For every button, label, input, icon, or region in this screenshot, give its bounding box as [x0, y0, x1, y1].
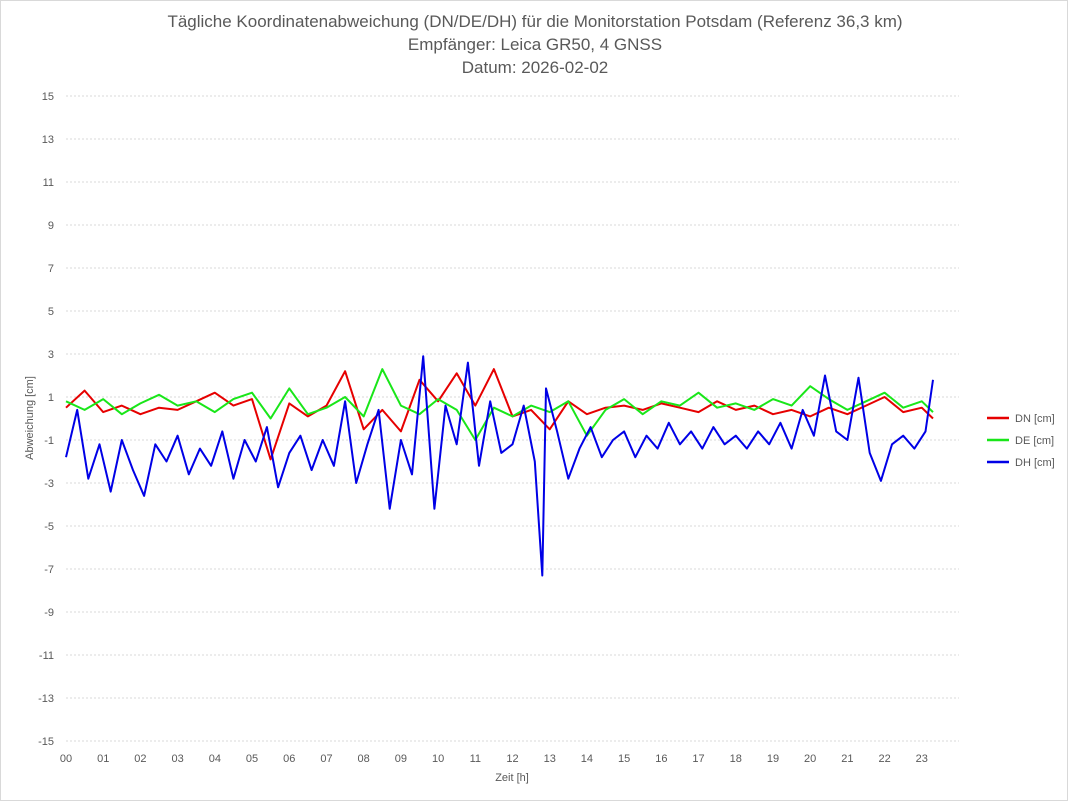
x-tick-label: 13: [544, 753, 556, 765]
x-tick-label: 12: [506, 753, 518, 765]
x-tick-label: 05: [246, 753, 258, 765]
series-line-2: [65, 355, 934, 577]
series-line-0: [65, 368, 934, 461]
x-tick-label: 21: [841, 753, 853, 765]
y-tick-label: -15: [38, 736, 54, 748]
series-line-1: [65, 368, 934, 441]
legend-label-0: DN [cm]: [1015, 413, 1055, 425]
x-tick-label: 11: [470, 753, 481, 765]
y-tick-label: 5: [48, 306, 54, 318]
y-axis-label: Abweichung [cm]: [24, 376, 36, 460]
y-tick-label: -7: [44, 564, 54, 576]
x-tick-label: 01: [97, 753, 109, 765]
y-tick-label: 13: [42, 134, 54, 146]
x-tick-label: 04: [209, 753, 221, 765]
x-tick-label: 16: [655, 753, 667, 765]
legend-label-2: DH [cm]: [1015, 457, 1055, 469]
x-tick-label: 14: [581, 753, 593, 765]
y-tick-label: 7: [48, 263, 54, 275]
y-tick-label: -9: [44, 607, 54, 619]
chart-title-line-3: Datum: 2026-02-02: [461, 58, 609, 77]
y-tick-label: -3: [44, 478, 54, 490]
y-tick-label: 1: [48, 392, 54, 404]
x-tick-label: 19: [767, 753, 779, 765]
x-tick-label: 08: [358, 753, 370, 765]
x-tick-label: 17: [692, 753, 704, 765]
y-tick-label: 15: [42, 91, 54, 103]
x-tick-label: 09: [395, 753, 407, 765]
legend: DN [cm] DE [cm] DH [cm]: [987, 413, 1055, 469]
x-tick-label: 23: [916, 753, 928, 765]
x-tick-label: 02: [134, 753, 146, 765]
legend-label-1: DE [cm]: [1015, 435, 1054, 447]
x-tick-label: 20: [804, 753, 816, 765]
y-tick-label: -11: [39, 650, 54, 662]
grid-lines: [66, 95, 959, 742]
y-axis-tick-labels: 15 13 11 9 7 5 3 1 -1 -3 -5 -7 -9 -11 -13 -15: [38, 91, 54, 748]
y-tick-label: 9: [48, 220, 54, 232]
x-tick-label: 00: [60, 753, 72, 765]
x-tick-label: 06: [283, 753, 295, 765]
y-tick-label: 11: [43, 177, 54, 189]
series-lines: [65, 355, 934, 577]
chart-title-line-1: Tägliche Koordinatenabweichung (DN/DE/DH…: [167, 12, 903, 31]
chart-title-line-2: Empfänger: Leica GR50, 4 GNSS: [407, 35, 663, 54]
x-tick-label: 18: [730, 753, 742, 765]
x-axis-tick-labels: 00 01 02 03 04 05 06 07 08 09 10 11 12 13 14 15 16 17 18 19…: [60, 753, 928, 765]
y-tick-label: -1: [44, 435, 54, 447]
y-tick-label: -5: [44, 521, 54, 533]
x-tick-label: 22: [878, 753, 890, 765]
y-tick-label: 3: [48, 349, 54, 361]
y-tick-label: -13: [38, 693, 54, 705]
x-axis-label: Zeit [h]: [495, 772, 529, 784]
x-tick-label: 07: [320, 753, 332, 765]
x-tick-label: 15: [618, 753, 630, 765]
x-tick-label: 10: [432, 753, 444, 765]
x-tick-label: 03: [172, 753, 184, 765]
